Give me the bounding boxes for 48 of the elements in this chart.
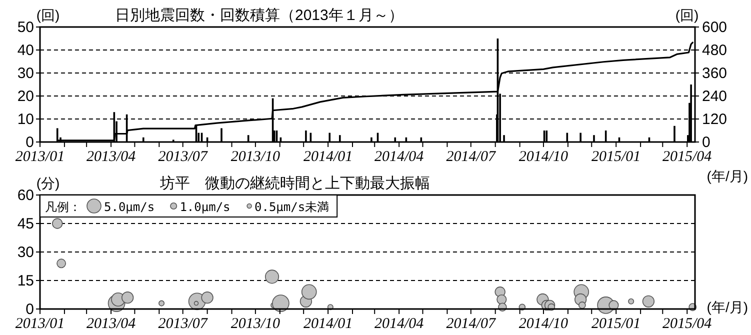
y2-tick-label: 480 xyxy=(702,42,728,59)
x-tick-label: 2013/04 xyxy=(86,149,136,165)
y2-tick-label: 120 xyxy=(702,111,728,128)
x-tick-label: 2013/01 xyxy=(15,149,65,165)
x-tick-label: 2013/07 xyxy=(158,316,209,332)
x-tick-label: 2014/01 xyxy=(303,149,353,165)
x-tick-label: 2014/01 xyxy=(303,316,353,332)
x-tick-label: 2014/10 xyxy=(518,316,569,332)
x-tick-label: 2015/01 xyxy=(592,316,641,332)
y-tick-label: 30 xyxy=(17,244,34,261)
y2-axis-title: (回) xyxy=(675,7,699,23)
y-tick-label: 0 xyxy=(26,301,34,318)
y2-tick-label: 240 xyxy=(702,88,728,105)
y-tick-label: 15 xyxy=(17,272,34,290)
y-tick-label: 20 xyxy=(17,88,34,105)
x-tick-label: 2014/10 xyxy=(518,149,569,165)
x-tick-label: 2013/07 xyxy=(158,149,209,165)
y-tick-label: 10 xyxy=(17,111,34,128)
chart-title: 日別地震回数・回数積算（2013年１月～） xyxy=(115,7,404,24)
y-tick-label: 40 xyxy=(17,42,34,59)
y-tick-label: 50 xyxy=(17,19,34,36)
y-axis-title: (回) xyxy=(36,7,60,23)
legend-label: 1.0μm/s xyxy=(180,200,230,214)
x-tick-label: 2014/04 xyxy=(374,316,424,332)
x-tick-label: 2015/01 xyxy=(592,149,641,165)
chart-title: 坊平 微動の継続時間と上下動最大振幅 xyxy=(159,175,430,192)
y-tick-label: 0 xyxy=(26,134,34,151)
x-tick-label: 2013/01 xyxy=(15,316,65,332)
y-tick-label: 30 xyxy=(17,65,34,82)
legend-label: 5.0μm/s xyxy=(104,200,155,214)
legend-title: 凡例： xyxy=(45,200,81,214)
x-tick-label: 2013/04 xyxy=(86,316,136,332)
x-tick-label: 2015/04 xyxy=(662,316,712,332)
y2-tick-label: 600 xyxy=(702,19,728,36)
y2-tick-label: 0 xyxy=(702,134,710,151)
x-tick-label: 2013/10 xyxy=(230,149,281,165)
y-tick-label: 60 xyxy=(17,187,34,204)
legend-label: 0.5μm/s未満 xyxy=(254,200,330,214)
y-axis-title: (分) xyxy=(36,175,60,191)
x-axis-title: (年/月) xyxy=(706,299,748,315)
x-tick-label: 2015/04 xyxy=(662,149,712,165)
x-axis-title: (年/月) xyxy=(706,168,748,184)
x-tick-label: 2013/10 xyxy=(230,316,281,332)
y2-tick-label: 360 xyxy=(702,65,728,82)
y-tick-label: 45 xyxy=(17,216,34,232)
x-tick-label: 2014/07 xyxy=(446,316,497,332)
x-tick-label: 2014/07 xyxy=(446,149,497,165)
x-tick-label: 2014/04 xyxy=(374,149,424,165)
